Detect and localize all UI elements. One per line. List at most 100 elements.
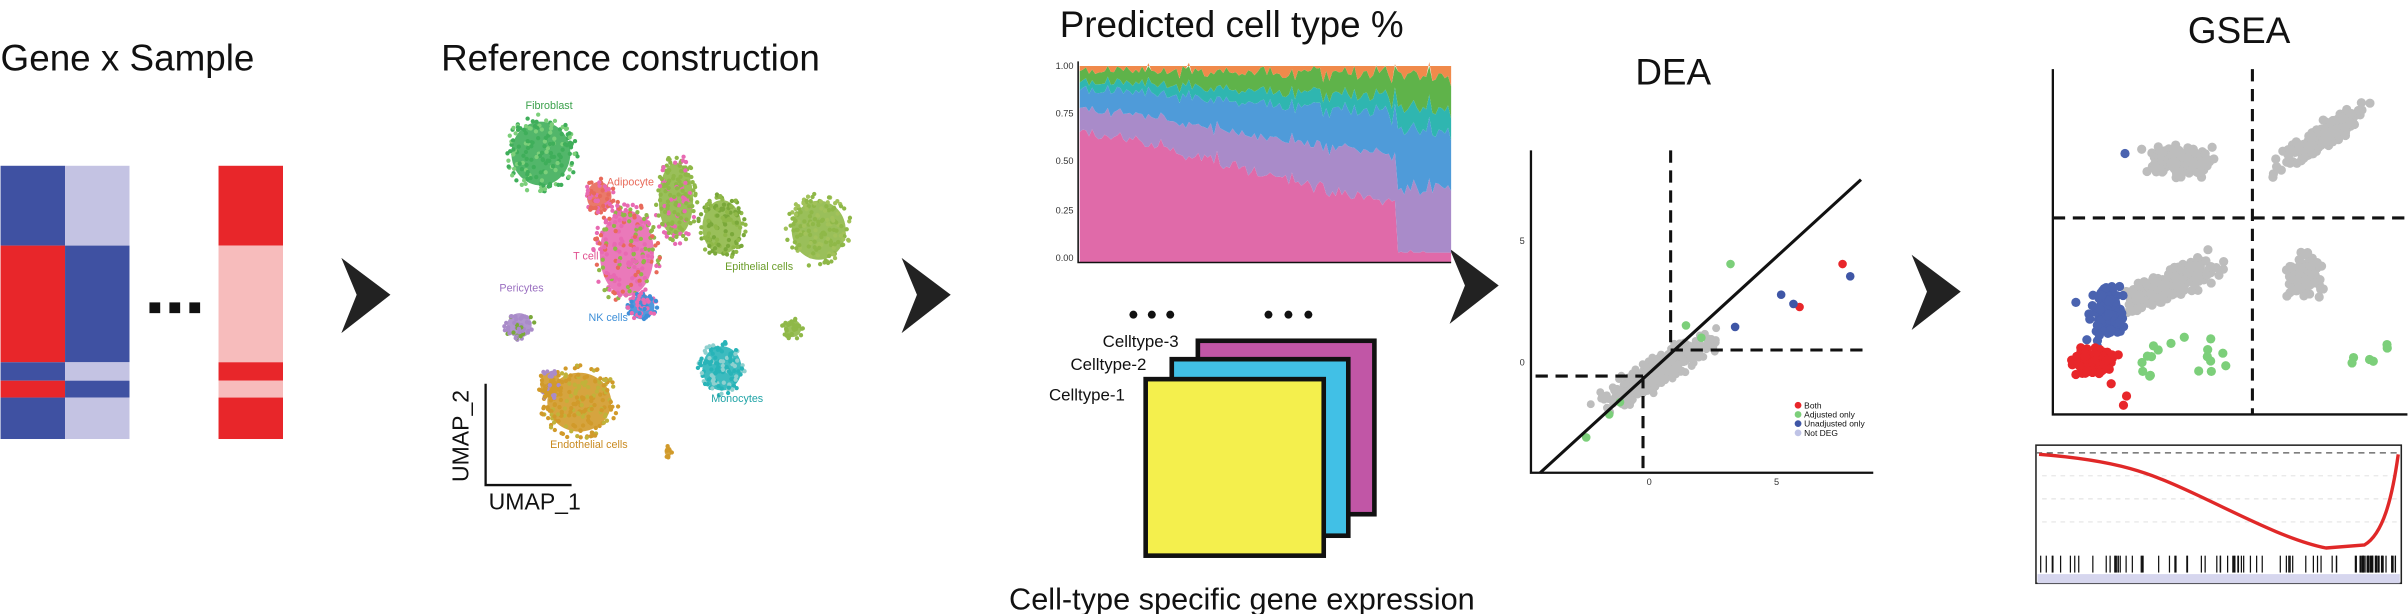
y-tick-label: 0.50 (1056, 156, 1074, 166)
umap-plot (502, 112, 853, 460)
layer-label: Celltype-2 (1070, 355, 1146, 374)
cell-dot (811, 251, 816, 256)
cell-dot (575, 399, 580, 405)
gene-dot (2192, 270, 2203, 280)
cell-dot (672, 224, 678, 229)
cell-dot (684, 217, 689, 222)
cell-dot (545, 369, 550, 374)
cell-dot (665, 448, 670, 453)
gene-dot (2271, 162, 2282, 172)
cell-dot (716, 242, 721, 247)
gene-dot (2106, 379, 2116, 389)
cell-dot (787, 211, 792, 217)
cell-dot (743, 222, 748, 227)
cell-dot (742, 369, 747, 374)
cell-dot (543, 135, 548, 141)
cell-dot (726, 385, 732, 390)
cell-dot (815, 253, 821, 258)
cell-dot (715, 207, 720, 212)
cell-dot (733, 377, 738, 382)
cell-dot (696, 218, 701, 224)
cell-dot (629, 304, 635, 309)
gene-dot (2087, 300, 2097, 311)
gene-dot (2340, 122, 2351, 132)
cell-dot (675, 177, 681, 182)
cell-dot (736, 209, 742, 214)
cell-dot (627, 289, 632, 294)
cell-dot (594, 262, 600, 267)
cell-dot (515, 125, 521, 130)
gene-dot (1602, 391, 1611, 400)
cluster-label: Epithelial cells (725, 261, 793, 273)
cell-dot (564, 143, 570, 148)
cell-dot (556, 419, 561, 424)
gene-dot (2219, 256, 2229, 267)
cell-dot (567, 167, 572, 172)
gene-dot (2203, 345, 2213, 355)
cell-dot (825, 260, 831, 266)
cell-dot (637, 314, 643, 319)
gene-dot (1697, 333, 1706, 342)
heatmap-cell (65, 362, 130, 381)
cell-dot (711, 381, 717, 386)
cell-dot (794, 323, 799, 328)
cell-dot (535, 135, 541, 141)
cell-dot (646, 299, 651, 304)
cell-dot (611, 223, 617, 228)
cell-dot (559, 163, 564, 168)
cell-dot (536, 112, 541, 117)
cell-dot (531, 164, 536, 170)
cell-dot (578, 435, 583, 440)
cell-dot (631, 247, 636, 253)
cell-dot (826, 253, 832, 259)
cell-dot (650, 234, 655, 239)
gene-dot (2218, 348, 2228, 358)
cell-dot (831, 252, 836, 257)
cell-dot (718, 193, 723, 199)
cell-dot (585, 394, 590, 399)
cell-dot (543, 390, 549, 395)
cell-dot (637, 293, 642, 298)
cell-dot (812, 217, 818, 222)
gene-dot (2194, 366, 2204, 376)
cell-dot (595, 199, 600, 204)
cell-dot (628, 242, 633, 248)
panel-title: DEA (1635, 51, 1711, 92)
gene-dot (2121, 391, 2132, 401)
gene-dot (2382, 339, 2392, 350)
cluster-label: Pericytes (499, 283, 543, 295)
cell-dot (539, 127, 545, 132)
cell-dot (824, 204, 829, 209)
cell-dot (806, 263, 812, 268)
cell-dot (738, 372, 743, 377)
cell-dot (626, 305, 631, 310)
arrow (901, 257, 951, 334)
cell-dot (742, 217, 747, 222)
cluster-label: T cell (573, 250, 598, 262)
cell-dot (809, 210, 814, 215)
cell-dot (558, 386, 564, 391)
y-tick-label: 1.00 (1056, 61, 1074, 71)
gene-dot (2206, 366, 2216, 377)
cell-dot (629, 310, 634, 316)
cell-dot (680, 188, 685, 193)
gene-dot (2347, 358, 2357, 368)
gene-dot (2268, 169, 2279, 179)
cell-dot (558, 154, 563, 160)
cell-dot (711, 343, 716, 348)
cell-dot (546, 415, 551, 421)
cell-dot (804, 207, 809, 212)
cell-dot (725, 243, 731, 249)
cell-dot (639, 272, 644, 277)
ellipsis-dot (149, 302, 161, 314)
cell-dot (539, 378, 545, 383)
cell-dot (599, 407, 604, 413)
cell-dot (795, 234, 800, 239)
cell-dot (600, 265, 606, 270)
cell-dot (587, 180, 592, 186)
cell-dot (793, 206, 798, 211)
cell-dot (542, 144, 547, 149)
y-axis-label: UMAP_2 (448, 390, 474, 482)
gene-dot (1674, 360, 1683, 369)
